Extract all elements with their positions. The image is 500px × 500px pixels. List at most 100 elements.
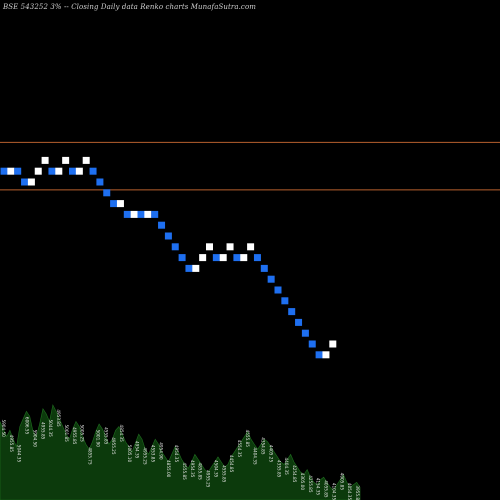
up-brick — [55, 167, 63, 175]
volume-label: 4005.85 — [339, 473, 344, 491]
volume-label: 4404.35 — [253, 447, 258, 465]
volume-label: 4554.35 — [237, 440, 242, 458]
down-brick — [212, 254, 220, 262]
volume-label: 5904.50 — [1, 419, 6, 437]
down-brick — [96, 178, 104, 186]
volume-label: 5005.25 — [80, 425, 85, 443]
down-brick — [233, 254, 241, 262]
volume-label: 4354.85 — [261, 437, 266, 455]
up-brick — [240, 254, 248, 262]
volume-label: 4955.85 — [40, 422, 45, 440]
down-brick — [69, 167, 76, 175]
volume-label: 4955.85 — [9, 435, 14, 453]
down-brick — [185, 264, 193, 272]
volume-label: 6006.55 — [25, 417, 30, 435]
chart-header: BSE 543252 3% -- Closing Daily data Renk… — [3, 3, 257, 11]
volume-label: 4355.85 — [276, 460, 281, 478]
down-brick — [48, 167, 56, 175]
volume-label: 3955.85 — [355, 485, 360, 500]
volume-label: 5001.85 — [64, 425, 69, 443]
volume-label: 5044.35 — [17, 445, 22, 463]
up-brick — [199, 254, 207, 262]
volume-label: 4555.85 — [245, 430, 250, 448]
down-brick — [295, 318, 303, 326]
down-brick — [0, 167, 8, 175]
up-brick — [247, 243, 255, 251]
down-brick — [110, 200, 118, 208]
up-brick — [206, 243, 213, 251]
volume-label: 4855.00 — [166, 460, 171, 478]
volume-label: 4104.35 — [331, 483, 336, 500]
volume-label: 4154.35 — [316, 478, 321, 496]
down-brick — [281, 297, 289, 305]
volume-label: 4954.35 — [135, 441, 140, 459]
volume-label: 4404.35 — [284, 457, 289, 475]
volume-label: 5001.90 — [95, 430, 100, 448]
down-brick — [301, 329, 309, 337]
volume-label: 4454.85 — [229, 455, 234, 473]
down-brick — [260, 264, 268, 272]
renko-bricks — [0, 156, 337, 359]
down-brick — [89, 167, 97, 175]
down-brick — [178, 254, 186, 262]
volume-label: 4055.85 — [324, 480, 329, 498]
down-brick — [308, 340, 316, 348]
down-brick — [267, 275, 275, 283]
volume-label: 4953.85 — [56, 409, 61, 427]
up-brick — [27, 178, 35, 186]
volume-area-path — [0, 404, 361, 500]
up-brick — [144, 210, 152, 218]
down-brick — [151, 210, 159, 218]
volume-label: 4955.25 — [206, 470, 211, 488]
volume-label: 4555.85 — [221, 465, 226, 483]
volume-label: 4504.35 — [213, 460, 218, 478]
volume-label: 4954.35 — [174, 445, 179, 463]
up-brick — [329, 340, 337, 348]
volume-area — [0, 404, 361, 500]
up-brick — [75, 167, 83, 175]
up-brick — [82, 156, 90, 164]
volume-label: 4954.35 — [190, 460, 195, 478]
volume-label: 4955.85 — [72, 427, 77, 445]
volume-label: 4553.85 — [150, 445, 155, 463]
volume-label: 4855.85 — [198, 463, 203, 481]
up-brick — [7, 167, 15, 175]
down-brick — [21, 178, 29, 186]
down-brick — [315, 351, 323, 359]
volume-label: 5044.35 — [48, 419, 53, 437]
up-brick — [34, 167, 42, 175]
up-brick — [219, 254, 227, 262]
volume-label: 4955.25 — [111, 437, 116, 455]
down-brick — [158, 221, 166, 229]
up-brick — [192, 264, 200, 272]
down-brick — [14, 167, 22, 175]
volume-label: 4054.35 — [347, 483, 352, 500]
volume-label: 5005.10 — [127, 445, 132, 463]
volume-label: 4854.35 — [119, 425, 124, 443]
down-brick — [288, 308, 296, 316]
volume-label: 4954.90 — [158, 442, 163, 460]
down-brick — [253, 254, 261, 262]
volume-label: 4955.25 — [143, 447, 148, 465]
reference-lines — [0, 141, 500, 191]
volume-label: 4254.85 — [292, 465, 297, 483]
down-brick — [164, 232, 172, 240]
up-brick — [62, 156, 70, 164]
up-brick — [130, 210, 138, 218]
volume-label: 4305.00 — [300, 473, 305, 491]
volume-label: 4555.85 — [103, 427, 108, 445]
up-brick — [41, 156, 49, 164]
down-brick — [137, 210, 145, 218]
volume-label: 5904.50 — [32, 430, 37, 448]
volume-label: 4405.25 — [268, 445, 273, 463]
down-brick — [274, 286, 282, 294]
up-brick — [116, 200, 124, 208]
volume-label: 4555.85 — [182, 463, 187, 481]
down-brick — [123, 210, 131, 218]
down-brick — [103, 189, 111, 197]
down-brick — [171, 243, 179, 251]
volume-label: 4855.75 — [88, 447, 93, 465]
